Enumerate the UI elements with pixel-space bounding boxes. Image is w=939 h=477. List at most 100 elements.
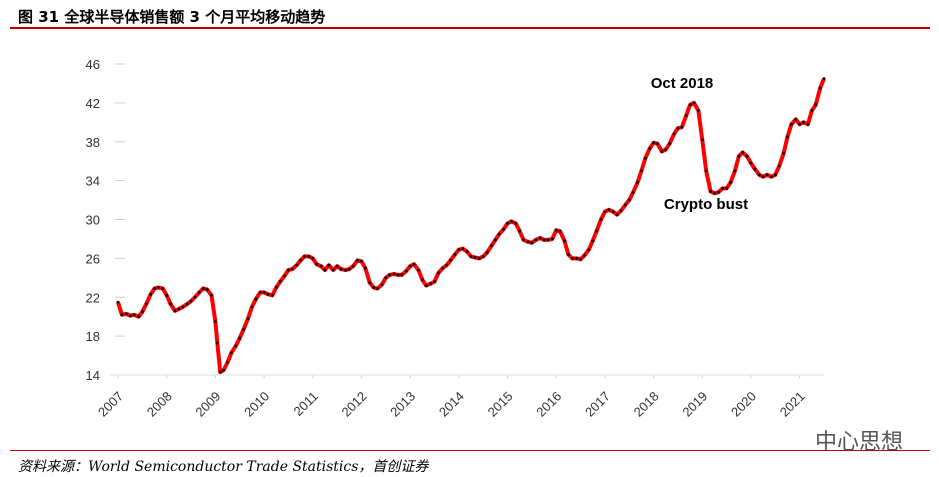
data-point xyxy=(465,250,469,253)
data-point xyxy=(530,241,534,245)
data-point xyxy=(640,169,643,173)
data-point xyxy=(680,125,684,129)
data-point xyxy=(773,173,777,177)
data-point xyxy=(566,253,570,256)
data-point xyxy=(400,273,404,277)
data-point xyxy=(623,203,627,207)
data-point xyxy=(672,132,676,136)
data-point xyxy=(514,221,518,225)
data-point xyxy=(205,288,209,291)
data-point xyxy=(725,187,729,190)
data-point xyxy=(656,142,659,146)
data-point xyxy=(347,267,351,271)
data-point xyxy=(226,360,229,364)
data-point xyxy=(721,187,725,190)
data-point xyxy=(303,255,306,258)
data-point xyxy=(558,229,562,233)
data-point xyxy=(417,268,420,272)
annotation: Crypto bust xyxy=(664,196,748,213)
chart-title: 图 31 全球半导体销售额 3 个月平均移动趋势 xyxy=(18,8,326,26)
data-point xyxy=(215,341,219,345)
y-tick-label: 18 xyxy=(86,329,100,344)
y-tick-label: 38 xyxy=(86,135,100,150)
data-point xyxy=(230,351,233,355)
data-point xyxy=(343,268,347,272)
data-point xyxy=(575,256,579,260)
title-rule xyxy=(10,27,930,29)
data-point xyxy=(412,262,416,266)
data-point xyxy=(709,189,712,193)
data-point xyxy=(457,248,461,252)
data-point xyxy=(648,147,652,150)
data-point xyxy=(563,239,566,243)
data-point xyxy=(140,310,144,314)
data-point xyxy=(789,122,793,126)
data-point xyxy=(311,256,315,260)
data-point xyxy=(627,198,631,202)
x-tick-label: 2011 xyxy=(290,389,320,419)
data-point xyxy=(380,283,384,287)
source-rule xyxy=(10,450,930,451)
data-point xyxy=(806,122,810,126)
y-tick-label: 22 xyxy=(86,290,100,305)
data-point xyxy=(132,313,136,317)
data-point xyxy=(481,255,485,258)
x-tick-label: 2010 xyxy=(241,389,272,420)
data-point xyxy=(704,169,708,173)
data-point xyxy=(137,315,140,319)
data-point xyxy=(331,268,335,272)
data-point xyxy=(307,255,311,258)
data-point xyxy=(595,229,599,233)
data-point xyxy=(453,253,457,256)
data-point xyxy=(798,122,802,126)
data-point xyxy=(404,269,408,273)
data-point xyxy=(372,286,376,289)
data-point xyxy=(570,256,574,260)
chart: Oct 2018 Crypto bust 14 18 22 26 30 34 38 42 46 2… xyxy=(86,57,826,420)
data-point xyxy=(607,208,611,212)
data-point xyxy=(149,292,153,296)
data-point xyxy=(376,287,379,290)
data-point xyxy=(436,271,440,275)
data-point xyxy=(161,287,165,290)
data-point xyxy=(210,293,213,297)
data-point xyxy=(652,141,655,145)
data-point xyxy=(777,164,781,168)
data-point xyxy=(802,120,805,124)
data-point xyxy=(315,262,319,266)
data-point xyxy=(546,238,550,242)
data-point xyxy=(368,281,372,285)
data-point xyxy=(250,305,254,309)
x-tick-label: 2021 xyxy=(777,389,808,420)
data-point xyxy=(197,290,201,294)
data-point xyxy=(201,287,205,290)
data-point xyxy=(153,287,156,290)
x-tick-label: 2009 xyxy=(192,389,223,420)
data-point xyxy=(733,169,737,173)
data-point xyxy=(538,236,542,240)
data-point xyxy=(449,258,452,262)
data-point xyxy=(181,305,185,309)
data-point xyxy=(177,307,181,311)
data-point xyxy=(222,368,226,372)
data-point xyxy=(518,229,522,233)
data-point xyxy=(441,266,445,270)
data-point xyxy=(157,286,160,289)
data-point xyxy=(258,290,262,294)
data-point xyxy=(664,148,668,151)
data-point xyxy=(351,264,355,268)
data-point xyxy=(287,268,290,272)
data-point xyxy=(619,209,623,213)
data-point xyxy=(262,290,266,294)
data-point xyxy=(319,264,323,268)
data-point xyxy=(782,152,785,155)
data-point xyxy=(218,370,222,374)
series-line xyxy=(116,77,826,375)
data-point xyxy=(485,251,489,254)
data-point xyxy=(688,103,692,107)
data-point xyxy=(794,117,798,121)
data-point xyxy=(749,161,753,165)
data-point xyxy=(461,247,465,251)
data-point xyxy=(737,154,741,158)
data-point xyxy=(696,109,700,113)
